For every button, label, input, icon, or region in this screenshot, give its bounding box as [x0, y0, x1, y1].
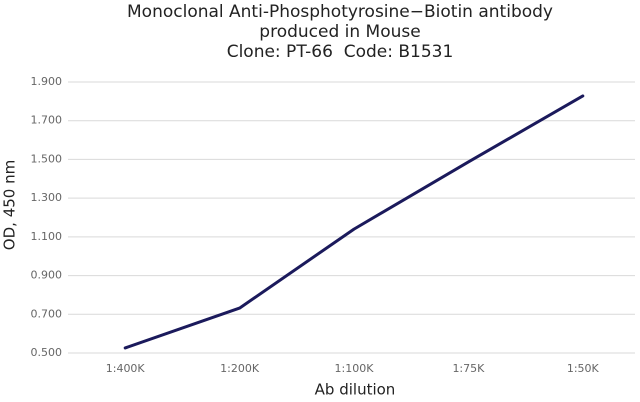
chart-title: Monoclonal Anti-Phosphotyrosine−Biotin a… [127, 2, 553, 22]
x-tick-label: 1:50K [567, 362, 600, 375]
y-tick-label: 1.900 [31, 75, 63, 88]
x-axis-label: Ab dilution [315, 381, 396, 399]
y-tick-label: 1.300 [31, 191, 63, 204]
y-tick-label: 0.900 [31, 269, 63, 282]
data-line [123, 94, 585, 350]
x-tick-label: 1:100K [335, 362, 375, 375]
y-axis-label: OD, 450 nm [1, 160, 19, 250]
y-tick-label: 1.100 [31, 230, 63, 243]
chart-title: Clone: PT-66 Code: B1531 [227, 42, 454, 62]
x-tick-label: 1:200K [220, 362, 260, 375]
x-tick-label: 1:400K [106, 362, 146, 375]
y-tick-label: 1.700 [31, 114, 63, 127]
y-tick-label: 1.500 [31, 152, 63, 165]
y-tick-label: 0.700 [31, 307, 63, 320]
y-tick-label: 0.500 [31, 346, 63, 359]
chart-title: produced in Mouse [259, 22, 420, 42]
x-tick-label: 1:75K [452, 362, 485, 375]
